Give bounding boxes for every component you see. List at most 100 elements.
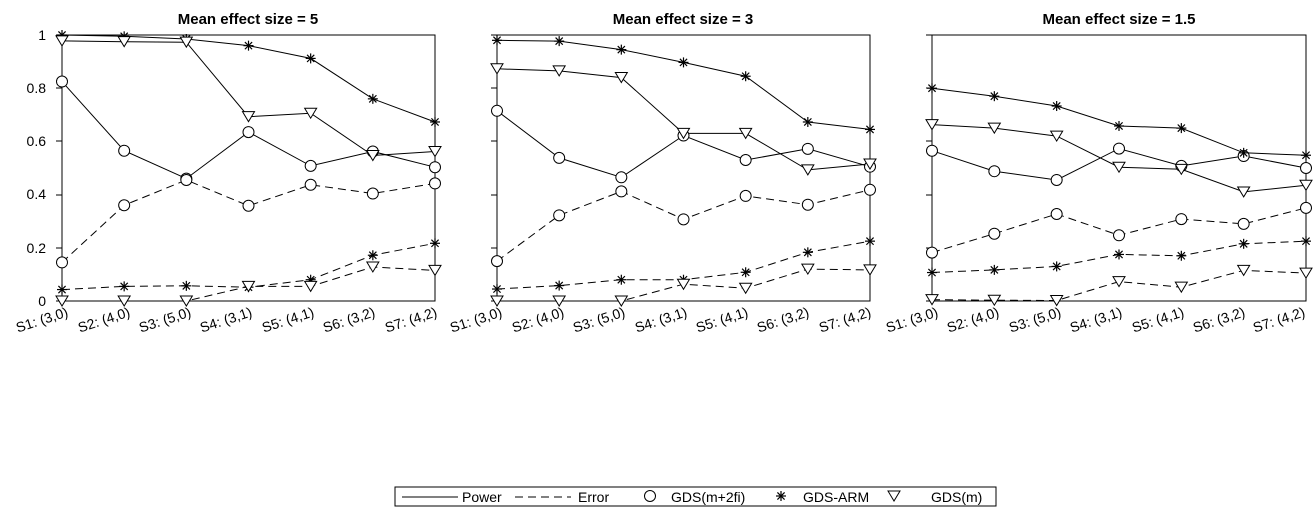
triangle-down-marker — [614, 295, 629, 307]
x-tick-label: S6: (3,2) — [321, 304, 377, 336]
legend: Power Error GDS(m+2fi) GDS-ARM GDS(m) — [394, 486, 997, 507]
x-tick-label: S3: (5,0) — [571, 304, 627, 336]
triangle-down-marker — [552, 65, 567, 77]
circle-marker — [242, 126, 255, 139]
circle-marker — [180, 173, 193, 186]
series-line — [61, 179, 436, 263]
triangle-down-marker — [1236, 186, 1251, 198]
star-marker — [616, 274, 627, 285]
x-tick-label: S4: (3,1) — [198, 304, 254, 336]
legend-item-gds-m-2fi: GDS(m+2fi) — [644, 489, 745, 505]
circle-marker — [988, 165, 1001, 178]
star-marker — [492, 35, 502, 46]
star-marker — [865, 236, 875, 247]
x-tick-label: S7: (4,2) — [383, 304, 439, 336]
star-marker — [1051, 101, 1062, 112]
triangle-down-marker — [55, 295, 69, 307]
star-marker — [1114, 249, 1124, 260]
series-layer — [490, 35, 877, 307]
x-tick-label: S4: (3,1) — [633, 304, 689, 336]
star-marker — [989, 91, 1000, 102]
star-marker — [554, 280, 565, 291]
triangle-down-marker — [117, 36, 132, 48]
x-tick-label: S2: (4,0) — [945, 304, 1001, 336]
circle-marker — [926, 246, 938, 259]
triangle-down-marker — [1174, 281, 1189, 294]
circle-marker — [429, 161, 441, 174]
star-marker — [740, 71, 751, 82]
star-marker — [1176, 123, 1187, 134]
circle-marker — [801, 142, 814, 155]
chart-panel-2: Mean effect size = 3 S1: (3,0) S2: (4,0)… — [448, 11, 877, 336]
star-marker — [1238, 238, 1249, 249]
triangle-down-marker — [614, 72, 629, 84]
star-marker — [1051, 261, 1062, 272]
triangle-down-marker — [241, 280, 256, 293]
triangle-down-marker — [1236, 264, 1251, 277]
x-ticks: S1: (3,0) S2: (4,0) S3: (5,0) S4: (3,1) … — [448, 304, 873, 336]
series-line — [496, 68, 871, 171]
triangle-down-marker — [738, 127, 753, 140]
star-marker — [367, 250, 378, 261]
circle-marker — [491, 255, 503, 268]
circle-marker — [304, 159, 317, 172]
x-tick-label: S5: (4,1) — [1130, 304, 1186, 336]
triangle-down-marker — [1299, 267, 1313, 280]
circle-marker — [1050, 173, 1063, 186]
circle-marker — [491, 104, 503, 117]
chart-panel-3: Mean effect size = 1.5 S1: (3,0) S2: (4,… — [884, 11, 1313, 336]
triangle-down-marker — [303, 107, 318, 120]
circle-marker — [615, 185, 628, 198]
star-marker — [802, 116, 813, 127]
triangle-down-marker — [800, 263, 815, 276]
star-marker — [865, 124, 875, 135]
chart-title: Mean effect size = 3 — [613, 11, 753, 28]
legend-item-error: Error — [515, 489, 609, 505]
x-tick-label: S1: (3,0) — [884, 304, 940, 336]
circle-marker — [801, 198, 814, 211]
circle-marker — [988, 227, 1001, 240]
x-tick-label: S7: (4,2) — [817, 304, 873, 336]
triangle-down-marker — [490, 63, 504, 75]
triangle-down-marker — [987, 122, 1002, 135]
star-marker — [989, 264, 1000, 275]
circle-marker — [1113, 229, 1125, 242]
triangle-down-marker — [676, 127, 691, 140]
y-tick-label: 0.6 — [27, 133, 47, 149]
triangle-down-marker — [738, 282, 753, 295]
legend-label: GDS-ARM — [803, 489, 869, 505]
triangle-down-marker — [925, 294, 939, 306]
star-marker — [1301, 150, 1311, 161]
triangle-down-marker — [365, 149, 380, 162]
triangle-down-marker — [863, 158, 877, 170]
triangle-down-marker — [117, 295, 132, 307]
star-marker-icon — [776, 491, 786, 501]
star-marker — [740, 267, 751, 278]
x-tick-label: S3: (5,0) — [1007, 304, 1063, 336]
triangle-down-marker — [55, 35, 69, 47]
series-line — [931, 124, 1307, 193]
x-tick-label: S6: (3,2) — [755, 304, 811, 336]
triangle-down-marker — [863, 264, 877, 276]
triangle-down-marker — [1049, 294, 1064, 307]
triangle-down-marker — [800, 164, 815, 176]
star-marker — [678, 57, 689, 68]
circle-marker — [118, 199, 131, 212]
y-tick-label: 0.2 — [27, 240, 47, 256]
legend-item-power: Power — [402, 489, 502, 505]
circle-marker — [926, 144, 938, 157]
triangle-down-marker — [490, 295, 504, 307]
x-tick-label: S5: (4,1) — [260, 304, 316, 336]
y-tick-label: 1 — [38, 27, 46, 43]
series-line — [496, 110, 871, 178]
star-marker — [802, 247, 813, 258]
circle-marker — [304, 178, 317, 191]
circle-marker — [864, 183, 876, 196]
legend-label: GDS(m) — [931, 489, 982, 505]
circle-marker — [615, 171, 628, 184]
star-marker — [305, 53, 316, 64]
legend-box — [394, 486, 997, 507]
legend-label: Power — [462, 489, 502, 505]
circle-marker — [1237, 217, 1250, 230]
triangle-down-marker — [1049, 130, 1064, 143]
